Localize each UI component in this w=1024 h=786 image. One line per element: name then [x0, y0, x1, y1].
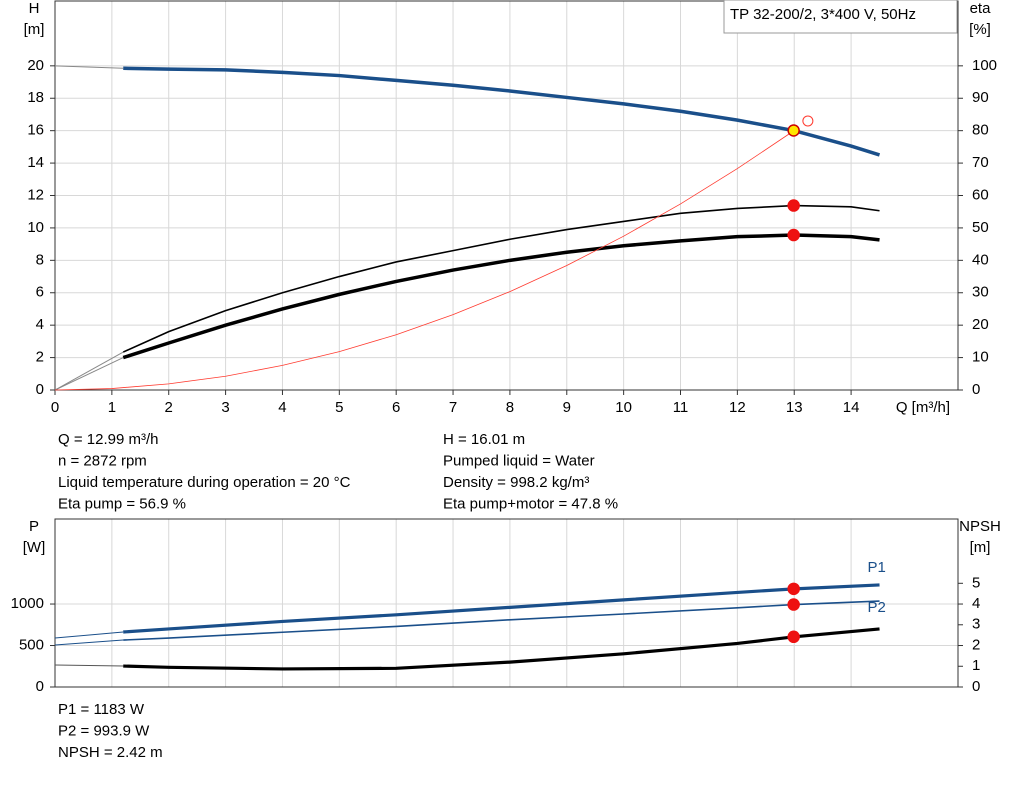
y-tick-label: 1000: [11, 595, 44, 612]
y2-axis-label: eta: [970, 0, 992, 17]
x-tick-label: 0: [51, 399, 59, 416]
y-tick-label: 20: [27, 57, 44, 74]
y2-tick-label: 4: [972, 595, 980, 612]
y-tick-label: 10: [27, 219, 44, 236]
y-tick-label: 14: [27, 154, 44, 171]
y-tick-label: 12: [27, 186, 44, 203]
x-tick-label: 4: [278, 399, 286, 416]
x-tick-label: 10: [615, 399, 632, 416]
y2-tick-label: 5: [972, 574, 980, 591]
chart-title: TP 32-200/2, 3*400 V, 50Hz: [730, 6, 916, 23]
y-tick-label: 0: [36, 381, 44, 398]
y2-tick-label: 2: [972, 636, 980, 653]
curve: [54, 357, 124, 391]
y2-axis-label: NPSH: [959, 518, 1001, 535]
y2-tick-label: 3: [972, 616, 980, 633]
curve: [54, 639, 124, 646]
y-axis-unit: [m]: [24, 21, 45, 38]
y-tick-label: 4: [36, 316, 44, 333]
curve: [123, 583, 880, 634]
curve: [122, 204, 880, 353]
info-text: Density = 998.2 kg/m³: [443, 474, 589, 491]
y2-tick-label: 30: [972, 284, 989, 301]
info-text: H = 16.01 m: [443, 431, 525, 448]
marker: [787, 598, 800, 611]
marker: [802, 115, 814, 127]
y2-tick-label: 1: [972, 657, 980, 674]
y-tick-label: 0: [36, 678, 44, 695]
info-text: n = 2872 rpm: [58, 452, 147, 469]
y-tick-label: 16: [27, 122, 44, 139]
series-label: P2: [868, 599, 886, 616]
x-tick-label: 9: [563, 399, 571, 416]
y-axis-unit: [W]: [23, 539, 46, 556]
marker: [787, 199, 800, 212]
y-tick-label: 6: [36, 284, 44, 301]
x-tick-label: 11: [673, 399, 689, 416]
y-axis-label: H: [29, 0, 40, 17]
y-tick-label: 8: [36, 251, 44, 268]
curve: [123, 600, 880, 641]
x-axis-label: Q [m³/h]: [896, 399, 950, 416]
info-text: P1 = 1183 W: [58, 701, 145, 718]
marker: [787, 124, 800, 137]
info-text: Eta pump+motor = 47.8 %: [443, 495, 618, 512]
title-box: [723, 0, 958, 34]
y-tick-label: 500: [19, 636, 44, 653]
y2-tick-label: 50: [972, 219, 989, 236]
y2-tick-label: 0: [972, 678, 980, 695]
marker: [787, 582, 800, 596]
y2-tick-label: 60: [972, 186, 989, 203]
y2-tick-label: 100: [972, 57, 997, 74]
info-text: Eta pump = 56.9 %: [58, 495, 186, 512]
y2-tick-label: 0: [972, 381, 980, 398]
x-tick-label: 6: [392, 399, 400, 416]
curve: [54, 130, 795, 391]
x-tick-label: 7: [449, 399, 457, 416]
info-text: NPSH = 2.42 m: [58, 744, 163, 761]
y-axis-label: P: [29, 518, 39, 535]
y2-tick-label: 20: [972, 316, 989, 333]
curve: [54, 351, 124, 391]
x-tick-label: 1: [108, 399, 116, 416]
x-tick-label: 14: [843, 399, 860, 416]
info-text: Liquid temperature during operation = 20…: [58, 474, 351, 491]
curve: [122, 233, 880, 360]
curve: [54, 65, 124, 69]
y2-tick-label: 10: [972, 349, 989, 366]
y-tick-label: 2: [36, 349, 44, 366]
info-text: Pumped liquid = Water: [443, 452, 595, 469]
plot-frame: [54, 518, 959, 688]
x-tick-label: 5: [335, 399, 343, 416]
y2-tick-label: 80: [972, 122, 989, 139]
x-tick-label: 3: [221, 399, 229, 416]
y2-tick-label: 70: [972, 154, 989, 171]
curve: [123, 627, 880, 671]
curve: [123, 66, 881, 157]
y2-tick-label: 90: [972, 89, 989, 106]
info-text: P2 = 993.9 W: [58, 722, 150, 739]
series-label: P1: [868, 559, 886, 576]
curve: [54, 631, 124, 639]
marker: [787, 630, 800, 644]
x-tick-label: 12: [729, 399, 746, 416]
y2-axis-unit: [%]: [969, 21, 991, 38]
y2-axis-unit: [m]: [970, 539, 991, 556]
marker: [787, 228, 800, 242]
x-tick-label: 8: [506, 399, 514, 416]
x-tick-label: 13: [786, 399, 803, 416]
curve: [54, 664, 124, 667]
x-tick-label: 2: [165, 399, 173, 416]
info-text: Q = 12.99 m³/h: [58, 431, 158, 448]
y2-tick-label: 40: [972, 251, 989, 268]
y-tick-label: 18: [27, 89, 44, 106]
